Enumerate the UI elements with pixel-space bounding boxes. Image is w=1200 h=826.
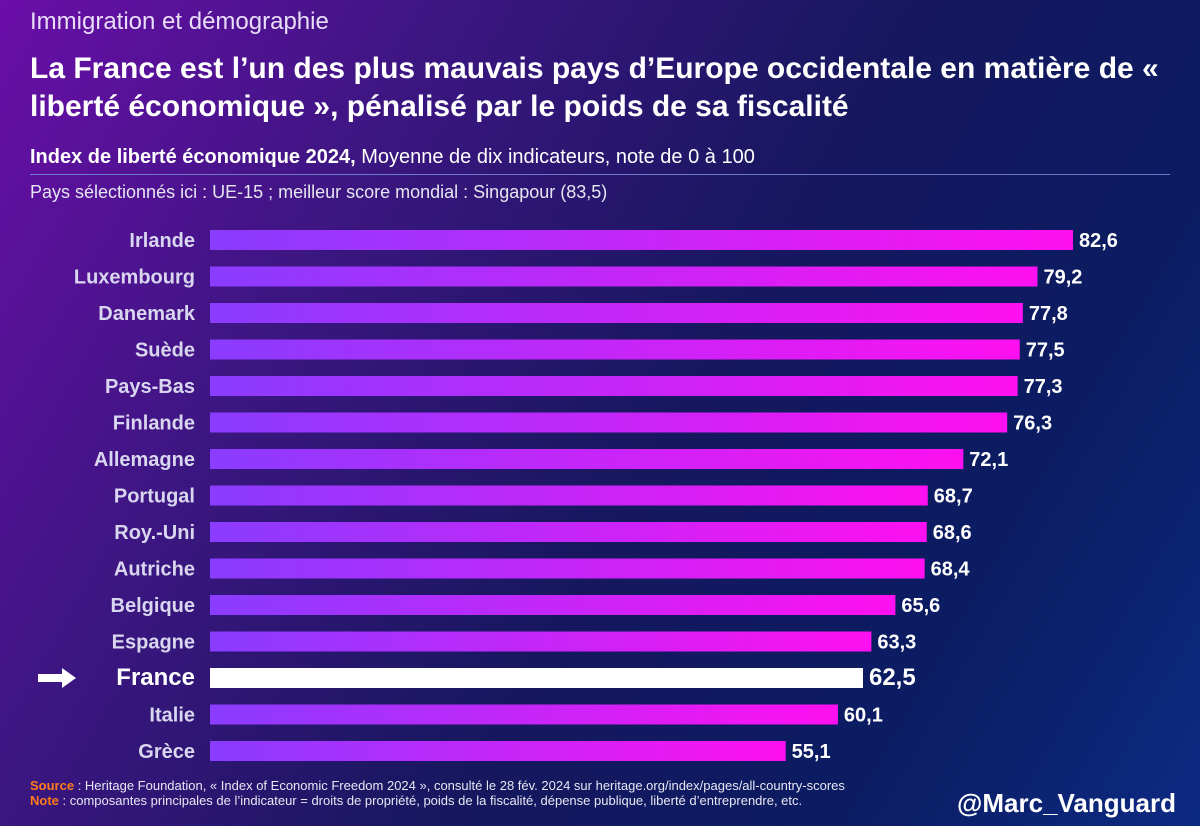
value-label: 72,1	[969, 449, 1008, 471]
subtitle-strong: Index de liberté économique 2024,	[30, 146, 356, 168]
category-label: Irlande	[129, 230, 195, 252]
bar	[210, 449, 964, 469]
note-line: Note : composantes principales de l’indi…	[30, 793, 960, 808]
arrow-right-icon	[38, 668, 76, 688]
subtitle-rest: Moyenne de dix indicateurs, note de 0 à …	[355, 146, 755, 168]
bar	[210, 558, 925, 579]
header-divider	[30, 174, 1170, 175]
bar	[210, 412, 1008, 433]
bar	[210, 303, 1023, 323]
source-label: Source	[30, 778, 75, 793]
category-label: Portugal	[114, 486, 195, 508]
value-label: 76,3	[1013, 413, 1052, 435]
category-label: Pays-Bas	[105, 376, 195, 398]
author-handle: @Marc_Vanguard	[957, 788, 1176, 818]
bar	[210, 376, 1018, 396]
category-label: Espagne	[112, 632, 195, 654]
note-text: : composantes principales de l’indicateu…	[58, 793, 803, 808]
chart-title: La France est l’un des plus mauvais pays…	[30, 52, 1159, 123]
category-label: France	[116, 664, 195, 691]
value-label: 82,6	[1079, 230, 1118, 252]
value-label: 77,3	[1024, 376, 1063, 398]
chart-subtitle: Index de liberté économique 2024, Moyenn…	[30, 146, 755, 169]
category-label: Allemagne	[94, 449, 195, 471]
value-label: 55,1	[792, 741, 831, 763]
footer-notes: Source : Heritage Foundation, « Index of…	[30, 778, 960, 808]
note-label: Note	[30, 793, 59, 808]
category-label: Finlande	[113, 413, 195, 435]
value-label: 65,6	[901, 595, 940, 617]
bar	[210, 485, 928, 506]
value-label: 68,4	[931, 559, 971, 581]
value-label: 77,5	[1026, 340, 1065, 362]
bar	[210, 230, 1073, 250]
category-label: Belgique	[111, 595, 195, 617]
bar	[210, 741, 786, 761]
bar	[210, 595, 896, 615]
bar	[210, 668, 863, 688]
bar	[210, 266, 1038, 287]
topic-label: Immigration et démographie	[30, 8, 329, 35]
bar	[210, 631, 872, 652]
value-label: 68,7	[934, 486, 973, 508]
category-label: Roy.-Uni	[114, 522, 195, 544]
value-label: 63,3	[877, 632, 916, 654]
category-label: Danemark	[98, 303, 196, 325]
value-label: 68,6	[933, 522, 972, 544]
value-label: 77,8	[1029, 303, 1068, 325]
value-label: 79,2	[1043, 267, 1082, 289]
category-label: Suède	[135, 340, 195, 362]
value-label: 62,5	[869, 664, 916, 691]
bar	[210, 339, 1020, 360]
bar	[210, 704, 838, 725]
category-label: Autriche	[114, 559, 195, 581]
category-label: Grèce	[138, 741, 195, 763]
source-line: Source : Heritage Foundation, « Index of…	[30, 778, 960, 793]
bar	[210, 522, 927, 542]
category-label: Luxembourg	[74, 267, 195, 289]
value-label: 60,1	[844, 705, 883, 727]
selection-note: Pays sélectionnés ici : UE-15 ; meilleur…	[30, 182, 608, 202]
bar-chart: Irlande 82,6 Luxembourg 79,2 Danemark 77,8 Suè…	[38, 230, 1118, 763]
source-text: : Heritage Foundation, « Index of Econom…	[74, 778, 845, 793]
category-label: Italie	[149, 705, 195, 727]
